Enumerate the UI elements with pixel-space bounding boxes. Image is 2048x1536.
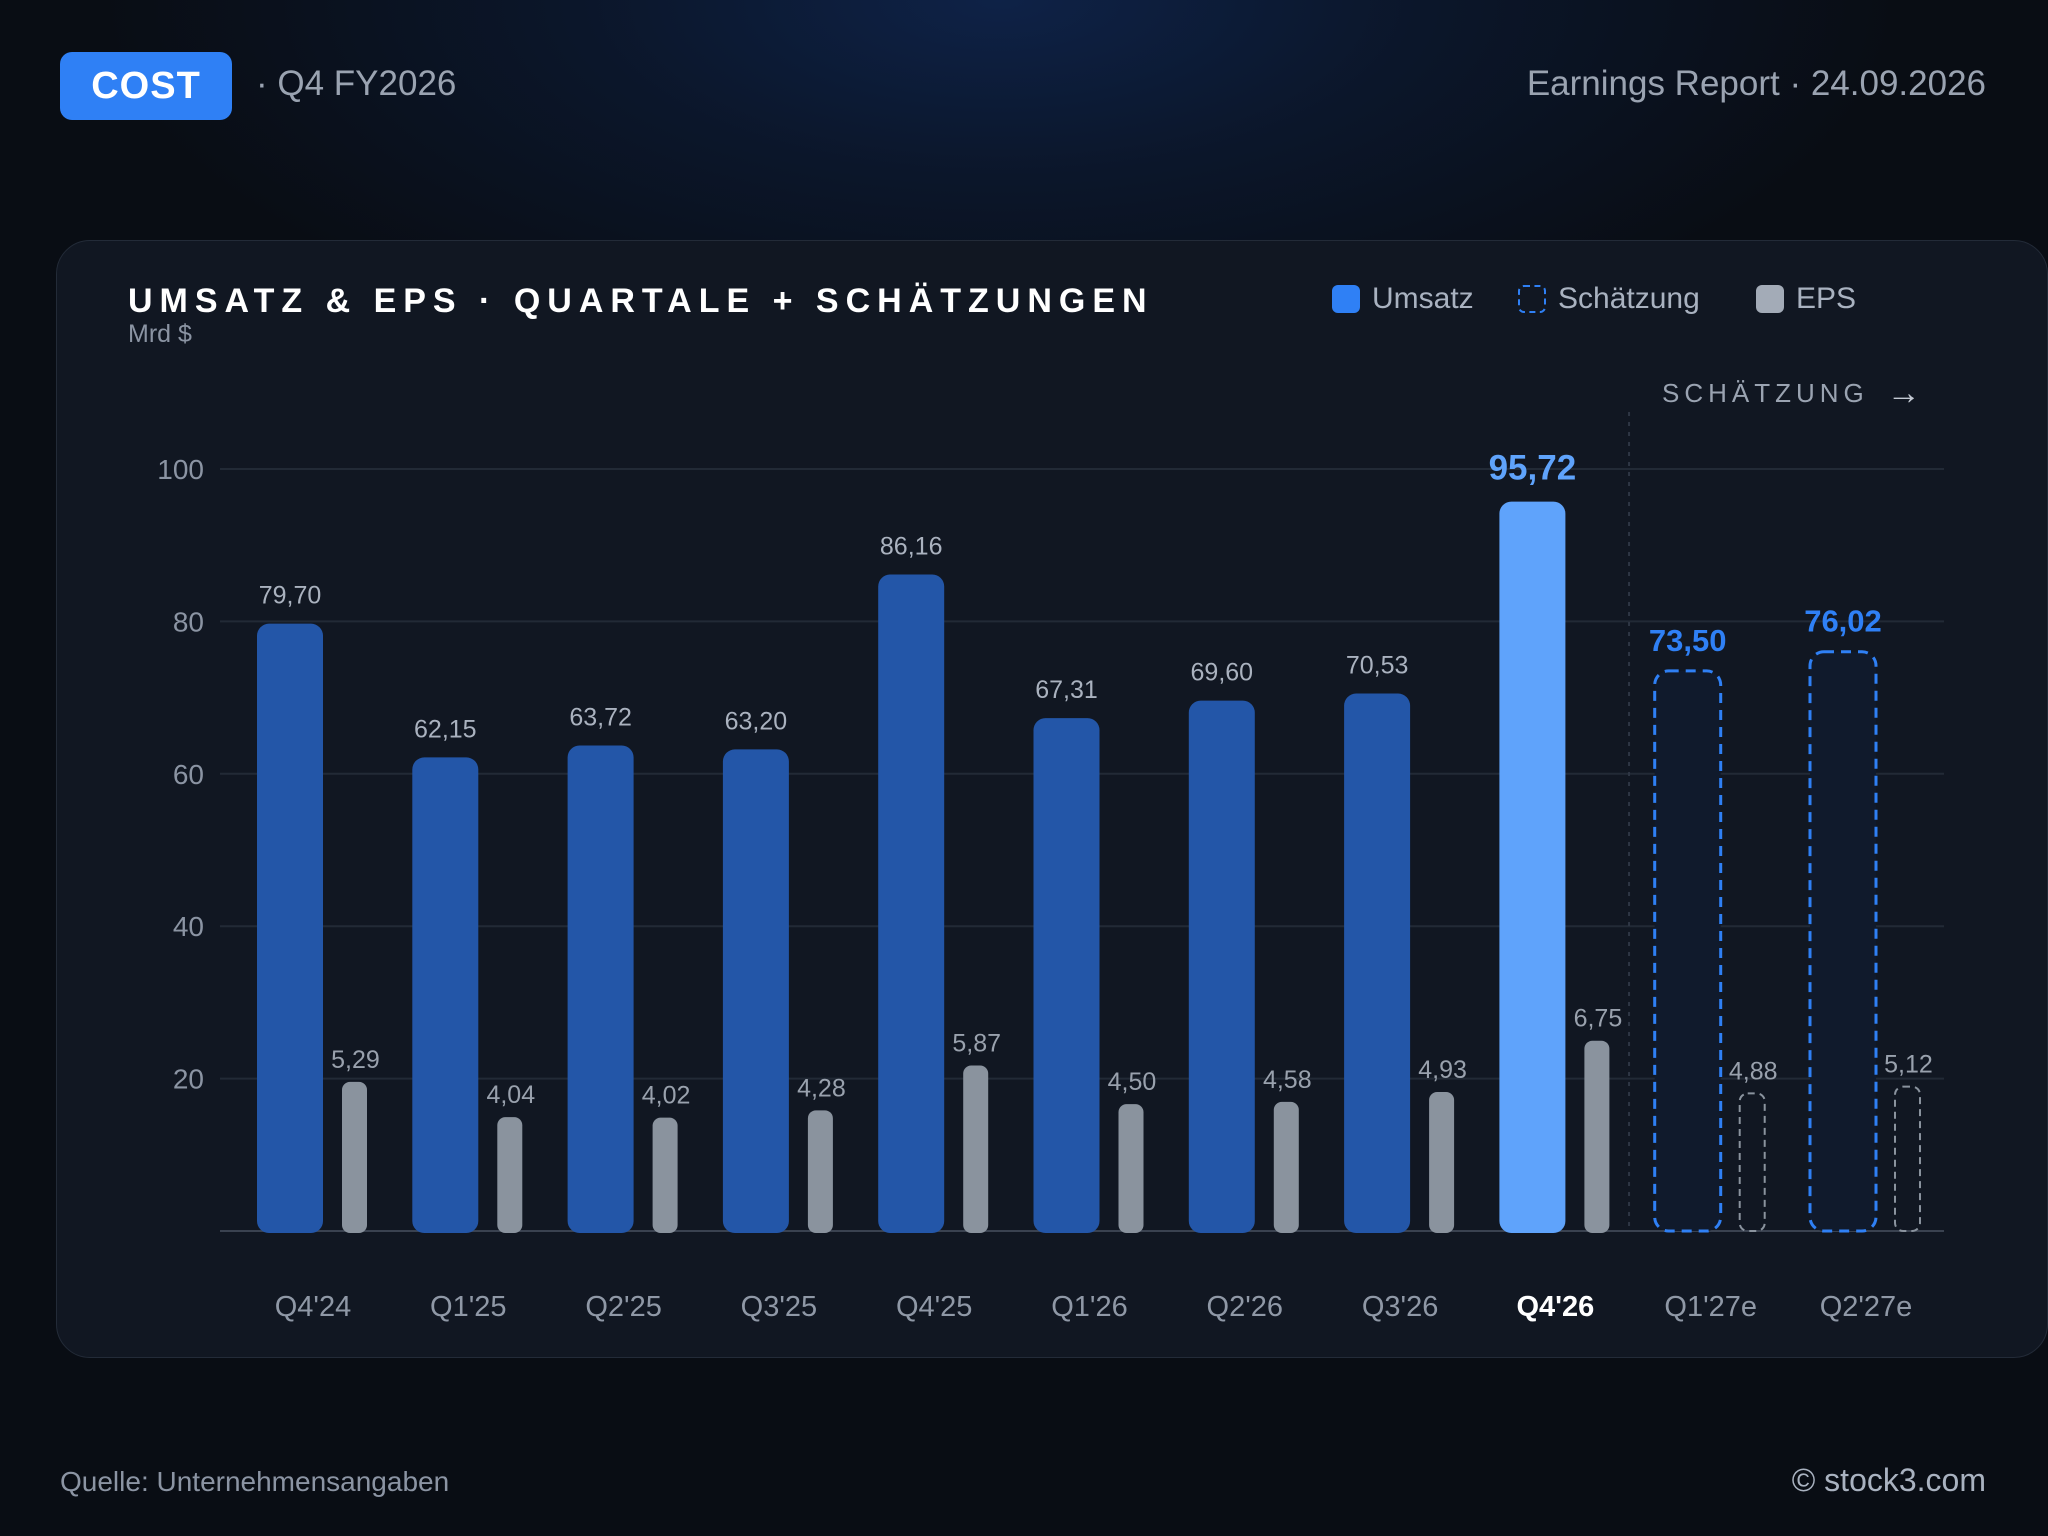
revenue-bar bbox=[1033, 718, 1100, 1233]
eps-value-label: 4,58 bbox=[1263, 1066, 1312, 1094]
revenue-value-label: 95,72 bbox=[1489, 449, 1577, 488]
estimate-swatch bbox=[1518, 285, 1546, 313]
eps-bar bbox=[963, 1065, 989, 1233]
legend-label-eps: EPS bbox=[1796, 282, 1857, 315]
source-note: Quelle: Unternehmensangaben bbox=[60, 1466, 450, 1497]
x-tick-label: Q4'25 bbox=[896, 1291, 972, 1323]
estimate-marker-label: SCHÄTZUNG bbox=[1662, 378, 1869, 408]
eps-bar bbox=[342, 1081, 367, 1233]
report-period: · Q4 FY2026 bbox=[256, 64, 457, 103]
x-tick-label: Q4'24 bbox=[275, 1291, 351, 1323]
report-date: Earnings Report · 24.09.2026 bbox=[1526, 64, 1986, 103]
revenue-bar-highlight bbox=[1499, 501, 1566, 1233]
x-tick-label: Q3'26 bbox=[1362, 1291, 1438, 1323]
revenue-value-label: 73,50 bbox=[1649, 623, 1727, 658]
eps-bar bbox=[1584, 1040, 1610, 1233]
eps-bar bbox=[1429, 1092, 1455, 1233]
y-tick-label: 80 bbox=[173, 606, 204, 637]
eps-bar bbox=[807, 1110, 833, 1233]
eps-value-label: 5,87 bbox=[952, 1030, 1001, 1058]
revenue-swatch bbox=[1332, 285, 1360, 313]
x-tick-label: Q4'26 bbox=[1516, 1291, 1594, 1323]
eps-value-label: 6,75 bbox=[1574, 1005, 1623, 1033]
revenue-bar bbox=[878, 574, 945, 1233]
legend-label-revenue: Umsatz bbox=[1372, 282, 1474, 315]
eps-bar-estimate bbox=[1894, 1085, 1921, 1233]
y-tick-label: 40 bbox=[173, 911, 204, 942]
eps-bar-estimate bbox=[1738, 1092, 1766, 1233]
ticker-badge: COST bbox=[60, 52, 232, 120]
eps-value-label: 4,28 bbox=[797, 1074, 846, 1102]
revenue-value-label: 63,72 bbox=[569, 703, 632, 731]
eps-bar bbox=[652, 1117, 678, 1233]
eps-bar bbox=[1118, 1104, 1144, 1233]
revenue-bar-estimate bbox=[1808, 650, 1878, 1233]
legend-item-estimate: Schätzung bbox=[1518, 282, 1700, 316]
estimate-marker: SCHÄTZUNG → bbox=[1662, 374, 1921, 413]
eps-swatch bbox=[1756, 285, 1784, 313]
eps-value-label: 4,04 bbox=[486, 1081, 535, 1109]
x-tick-label: Q2'25 bbox=[585, 1291, 661, 1323]
copyright: © stock3.com bbox=[1791, 1462, 1986, 1498]
revenue-value-label: 62,15 bbox=[414, 715, 477, 743]
revenue-bar bbox=[257, 623, 323, 1233]
revenue-value-label: 63,20 bbox=[725, 707, 788, 735]
revenue-value-label: 76,02 bbox=[1804, 604, 1882, 639]
eps-value-label: 5,12 bbox=[1884, 1051, 1933, 1079]
eps-value-label: 4,02 bbox=[642, 1082, 691, 1110]
revenue-bar bbox=[412, 757, 479, 1233]
revenue-bar bbox=[1188, 700, 1255, 1233]
legend-label-estimate: Schätzung bbox=[1558, 282, 1700, 315]
revenue-value-label: 69,60 bbox=[1191, 659, 1254, 687]
x-tick-label: Q3'25 bbox=[741, 1291, 817, 1323]
revenue-value-label: 67,31 bbox=[1035, 676, 1098, 704]
revenue-bar bbox=[567, 745, 634, 1233]
eps-value-label: 4,88 bbox=[1729, 1057, 1778, 1085]
eps-value-label: 4,50 bbox=[1108, 1068, 1157, 1096]
revenue-bar bbox=[1344, 693, 1411, 1233]
revenue-value-label: 70,53 bbox=[1346, 652, 1409, 680]
legend-item-revenue: Umsatz bbox=[1332, 282, 1474, 316]
revenue-value-label: 79,70 bbox=[259, 582, 322, 610]
y-tick-label: 60 bbox=[173, 759, 204, 790]
chart-title: UMSATZ & EPS · QUARTALE + SCHÄTZUNGEN bbox=[128, 282, 1154, 320]
y-tick-label: 20 bbox=[173, 1064, 204, 1095]
x-tick-label: Q2'27e bbox=[1820, 1291, 1913, 1323]
eps-bar bbox=[497, 1117, 523, 1233]
eps-value-label: 5,29 bbox=[331, 1046, 380, 1074]
revenue-bar-estimate bbox=[1653, 669, 1723, 1233]
x-tick-label: Q1'26 bbox=[1051, 1291, 1127, 1323]
arrow-right-icon: → bbox=[1886, 374, 1921, 412]
revenue-bar bbox=[722, 749, 789, 1233]
y-tick-label: 100 bbox=[157, 454, 204, 485]
eps-bar bbox=[1273, 1101, 1299, 1233]
legend-item-eps: EPS bbox=[1756, 282, 1856, 316]
x-tick-label: Q1'25 bbox=[430, 1291, 506, 1323]
revenue-value-label: 86,16 bbox=[880, 532, 943, 560]
chart-unit: Mrd $ bbox=[128, 320, 192, 348]
x-tick-label: Q1'27e bbox=[1664, 1291, 1757, 1323]
eps-value-label: 4,93 bbox=[1418, 1056, 1467, 1084]
x-tick-label: Q2'26 bbox=[1207, 1291, 1283, 1323]
